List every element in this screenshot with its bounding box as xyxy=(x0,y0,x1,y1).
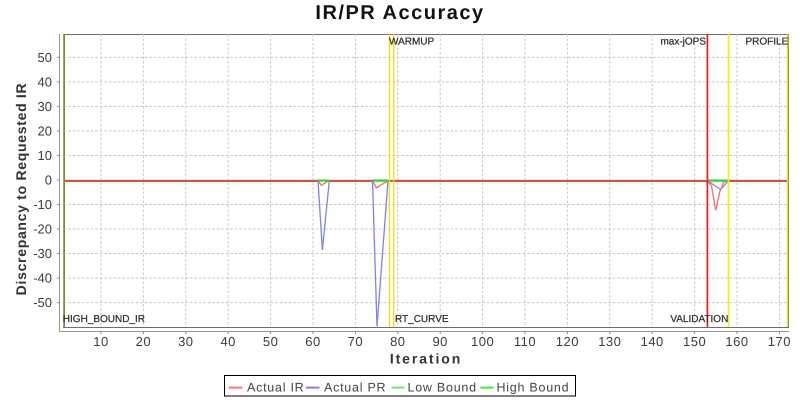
svg-text:-10: -10 xyxy=(33,197,52,212)
svg-text:High Bound: High Bound xyxy=(497,380,570,394)
svg-text:HIGH_BOUND_IR: HIGH_BOUND_IR xyxy=(63,314,145,325)
svg-text:130: 130 xyxy=(598,334,621,349)
svg-text:50: 50 xyxy=(263,334,278,349)
svg-text:30: 30 xyxy=(38,99,52,114)
svg-text:30: 30 xyxy=(178,334,193,349)
svg-text:-20: -20 xyxy=(33,222,52,237)
svg-text:RT_CURVE: RT_CURVE xyxy=(395,314,449,325)
svg-text:IR/PR Accuracy: IR/PR Accuracy xyxy=(315,2,484,24)
svg-text:-30: -30 xyxy=(33,246,52,261)
svg-text:160: 160 xyxy=(725,334,748,349)
svg-text:20: 20 xyxy=(136,334,151,349)
svg-text:Actual PR: Actual PR xyxy=(324,380,386,394)
svg-text:150: 150 xyxy=(683,334,706,349)
svg-text:VALIDATION: VALIDATION xyxy=(670,314,728,325)
svg-text:60: 60 xyxy=(305,334,320,349)
svg-text:40: 40 xyxy=(38,75,52,90)
svg-text:10: 10 xyxy=(93,334,108,349)
svg-text:-40: -40 xyxy=(33,271,52,286)
svg-text:Low Bound: Low Bound xyxy=(408,380,477,394)
svg-text:90: 90 xyxy=(432,334,447,349)
svg-text:10: 10 xyxy=(38,148,52,163)
svg-text:50: 50 xyxy=(38,50,52,65)
svg-text:140: 140 xyxy=(641,334,664,349)
svg-text:70: 70 xyxy=(348,334,363,349)
svg-text:PROFILE: PROFILE xyxy=(746,37,789,48)
svg-text:-50: -50 xyxy=(33,295,52,310)
svg-text:20: 20 xyxy=(38,124,52,139)
svg-text:WARMUP: WARMUP xyxy=(389,37,435,48)
svg-text:80: 80 xyxy=(390,334,405,349)
svg-text:Actual IR: Actual IR xyxy=(247,380,304,394)
svg-text:0: 0 xyxy=(45,173,52,188)
svg-text:120: 120 xyxy=(556,334,579,349)
svg-text:max-jOPS: max-jOPS xyxy=(660,37,706,48)
svg-text:40: 40 xyxy=(220,334,235,349)
svg-text:170: 170 xyxy=(768,334,791,349)
svg-text:Discrepancy to Requested IR: Discrepancy to Requested IR xyxy=(13,83,29,296)
svg-text:Iteration: Iteration xyxy=(390,351,462,367)
svg-text:100: 100 xyxy=(471,334,494,349)
svg-text:110: 110 xyxy=(514,334,536,349)
